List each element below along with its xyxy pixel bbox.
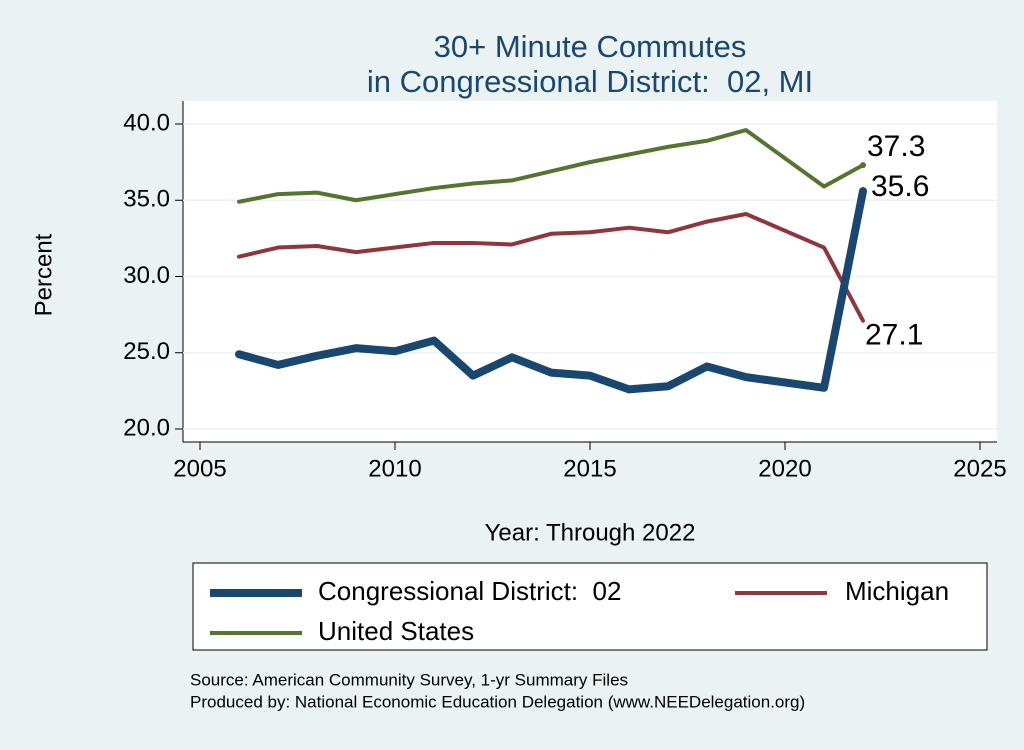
end-value-label: 27.1 — [865, 319, 923, 352]
y-tick-label: 20.0 — [123, 414, 170, 441]
series-line — [237, 128, 865, 204]
series-line — [237, 211, 865, 323]
plot-area — [183, 101, 997, 442]
legend-label: United States — [318, 616, 474, 646]
source-note: Source: American Community Survey, 1-yr … — [190, 670, 628, 689]
x-tick-label: 2025 — [953, 455, 1006, 482]
series-line — [235, 187, 867, 394]
legend-label: Congressional District: 02 — [318, 576, 621, 606]
legend-label: Michigan — [845, 576, 949, 606]
x-tick-label: 2015 — [563, 455, 616, 482]
y-tick-label: 35.0 — [123, 186, 170, 213]
end-value-label: 35.6 — [871, 170, 929, 203]
y-tick-label: 40.0 — [123, 109, 170, 136]
chart-title: 30+ Minute Commutes — [434, 29, 747, 64]
end-value-label: 37.3 — [867, 130, 925, 163]
x-axis-label: Year: Through 2022 — [485, 519, 696, 546]
x-tick-label: 2020 — [758, 455, 811, 482]
y-tick-label: 30.0 — [123, 262, 170, 289]
x-tick-label: 2005 — [173, 455, 226, 482]
legend — [192, 562, 988, 651]
y-tick-label: 25.0 — [123, 338, 170, 365]
end-point — [860, 162, 866, 169]
y-axis-label: Percent — [30, 233, 57, 316]
chart-title: in Congressional District: 02, MI — [367, 64, 813, 99]
x-tick-label: 2010 — [368, 455, 421, 482]
source-note: Produced by: National Economic Education… — [190, 692, 805, 711]
